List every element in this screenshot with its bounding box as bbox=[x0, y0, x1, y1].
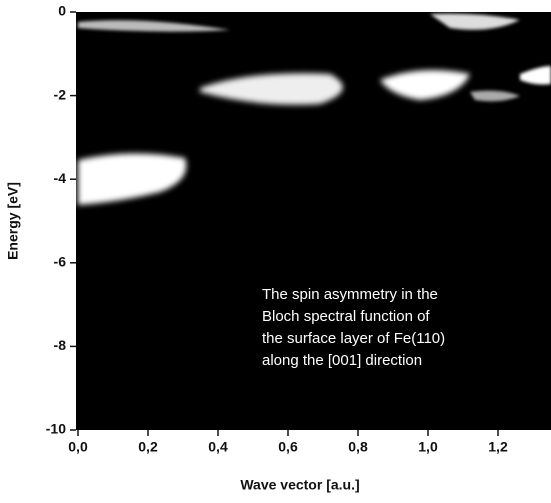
bright-region bbox=[430, 13, 520, 30]
x-tick-label: 0,0 bbox=[68, 439, 88, 455]
annotation: Bloch spectral function of bbox=[262, 308, 430, 325]
annotation: The spin asymmetry in the bbox=[262, 286, 438, 303]
x-axis-label: Wave vector [a.u.] bbox=[240, 477, 359, 493]
x-tick-label: 1,0 bbox=[418, 439, 438, 455]
bright-region bbox=[470, 90, 520, 102]
x-tick-label: 1,2 bbox=[488, 439, 508, 455]
bright-region bbox=[200, 73, 343, 105]
annotation: along the [001] direction bbox=[262, 352, 422, 369]
y-tick-label: -6 bbox=[54, 254, 67, 270]
x-tick-label: 0,2 bbox=[138, 439, 158, 455]
x-tick-label: 0,8 bbox=[348, 439, 368, 455]
y-axis-label: Energy [eV] bbox=[5, 182, 21, 260]
bright-region bbox=[380, 70, 470, 100]
bright-region bbox=[78, 20, 230, 32]
bright-regions bbox=[78, 13, 551, 205]
y-tick-label: -10 bbox=[46, 421, 66, 437]
x-tick-label: 0,4 bbox=[208, 439, 228, 455]
annotation: the surface layer of Fe(110) bbox=[262, 330, 445, 347]
bright-region bbox=[78, 153, 187, 205]
y-tick-label: -2 bbox=[54, 86, 67, 102]
bright-region bbox=[520, 66, 551, 85]
y-tick-label: -8 bbox=[54, 337, 67, 353]
y-tick-label: 0 bbox=[58, 3, 66, 19]
x-tick-label: 0,6 bbox=[278, 439, 298, 455]
y-tick-label: -4 bbox=[54, 170, 67, 186]
